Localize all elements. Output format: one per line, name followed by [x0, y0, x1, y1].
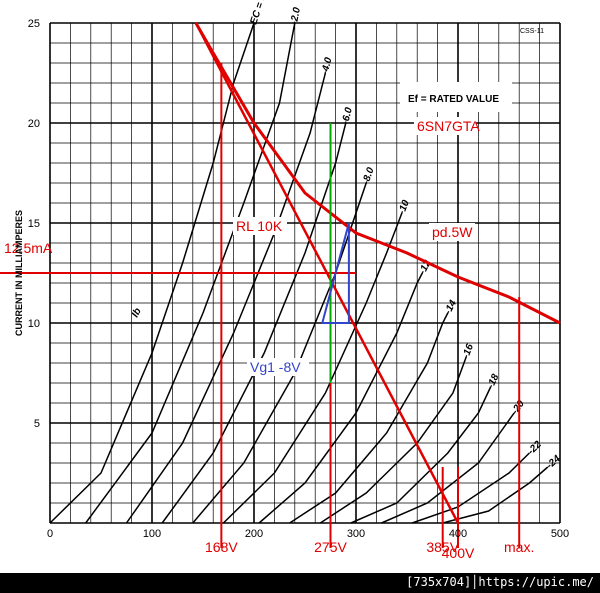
- blue-triangle: [320, 222, 350, 324]
- bias-label-bg: [247, 358, 309, 376]
- marker-label-1: 275V: [314, 539, 347, 555]
- plate-curve-0: [49, 22, 255, 524]
- x-tick-label: 500: [551, 528, 569, 540]
- plate-curve-m6: [161, 122, 347, 524]
- y-axis-title: CURRENT IN MILLIAMPERES: [14, 210, 24, 336]
- y-tick-label: 20: [28, 118, 40, 130]
- axis-labels: 0 100 200 300 400 500 5 10 15 20 25 CURRENT IN MILL…: [14, 18, 569, 540]
- plate-curve-m24: [442, 466, 549, 524]
- plate-curve-m4: [125, 72, 327, 524]
- tube-characteristic-chart: EC = 0 VOLTS-2.0-4.0-6.0-8.0-10-12-14-16…: [0, 0, 570, 561]
- plate-curve-m14: [289, 312, 449, 524]
- power-limit-label-bg: [429, 223, 475, 241]
- marker-label-2: 385V: [426, 539, 459, 555]
- curve-label-m2: -2.0: [289, 6, 303, 25]
- tube-label: 6SN7GTA: [417, 118, 480, 134]
- x-tick-label: 100: [143, 528, 161, 540]
- footer-text: [735x704]│https://upic.me/: [406, 575, 594, 589]
- chart-code: CSS-11: [520, 28, 544, 35]
- curve-label-m16: -16: [461, 342, 476, 360]
- y-tick-label: 25: [28, 18, 40, 30]
- plate-curve-m2: [85, 22, 296, 524]
- bias-label: Vg1 -8V: [250, 359, 301, 375]
- curve-label-m10: -10: [396, 198, 412, 216]
- load-line-label-bg: [233, 217, 287, 235]
- plate-curve-m20: [381, 412, 515, 524]
- ef-note-box: [400, 82, 512, 112]
- x-tick-label: 0: [47, 528, 53, 540]
- curve-label-m4: -4.0: [320, 56, 335, 76]
- plate-curve-m18: [350, 386, 492, 524]
- plate-curve-m12: [258, 272, 423, 524]
- x-tick-label: 200: [245, 528, 263, 540]
- x-tick-label: 300: [347, 528, 365, 540]
- curve-label-m8: -8.0: [361, 166, 377, 186]
- marker-label-0: 168V: [205, 539, 238, 555]
- marker-label-4: max.: [504, 539, 534, 555]
- power-dissipation-curve: [194, 22, 561, 325]
- curve-label-m6: -6.0: [340, 106, 355, 126]
- operating-current-label: 12.5mA: [4, 240, 53, 256]
- load-line-label: RL 10K: [236, 218, 283, 234]
- tube-label-bg: [414, 117, 476, 135]
- plate-curve-m8: [192, 182, 367, 524]
- x-tick-label: 400: [449, 528, 467, 540]
- y-tick-label: 5: [34, 418, 40, 430]
- marker-label-3: 400V: [442, 545, 475, 561]
- plate-curves: EC = 0 VOLTS-2.0-4.0-6.0-8.0-10-12-14-16…: [49, 0, 563, 524]
- image-host-footer: [735x704]│https://upic.me/: [0, 573, 600, 593]
- power-limit-label: pd.5W: [432, 224, 473, 240]
- y-tick-label: 10: [28, 318, 40, 330]
- ef-note: Ef = RATED VALUE: [408, 94, 499, 105]
- y-tick-label: 15: [28, 218, 40, 230]
